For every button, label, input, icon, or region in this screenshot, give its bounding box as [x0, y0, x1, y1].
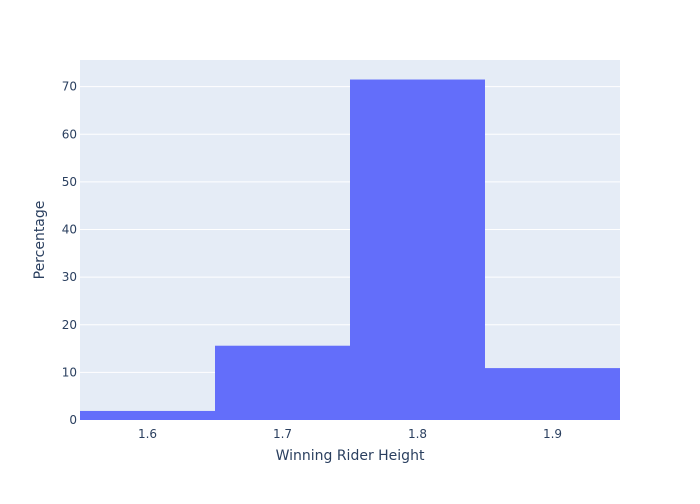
y-tick-label: 0 [69, 413, 77, 427]
x-tick-label: 1.8 [408, 427, 427, 441]
x-tick-label: 1.6 [138, 427, 157, 441]
histogram-bar [350, 79, 485, 421]
histogram-bar [215, 345, 350, 420]
y-tick-label: 70 [62, 80, 77, 94]
y-tick-label: 20 [62, 318, 77, 332]
y-tick-label: 10 [62, 365, 77, 379]
y-tick-label: 40 [62, 223, 77, 237]
x-tick-label: 1.7 [273, 427, 292, 441]
x-axis-title: Winning Rider Height [276, 448, 425, 464]
y-axis-ticks: 0 10 20 30 40 50 60 70 [62, 80, 77, 427]
y-axis-title: Percentage [32, 201, 48, 280]
histogram-bar [485, 368, 620, 420]
bars [80, 79, 620, 421]
y-tick-label: 50 [62, 175, 77, 189]
y-tick-label: 60 [62, 127, 77, 141]
y-tick-label: 30 [62, 270, 77, 284]
histogram-bar [80, 410, 215, 420]
x-axis-ticks: 1.6 1.7 1.8 1.9 [138, 427, 562, 441]
x-tick-label: 1.9 [543, 427, 562, 441]
